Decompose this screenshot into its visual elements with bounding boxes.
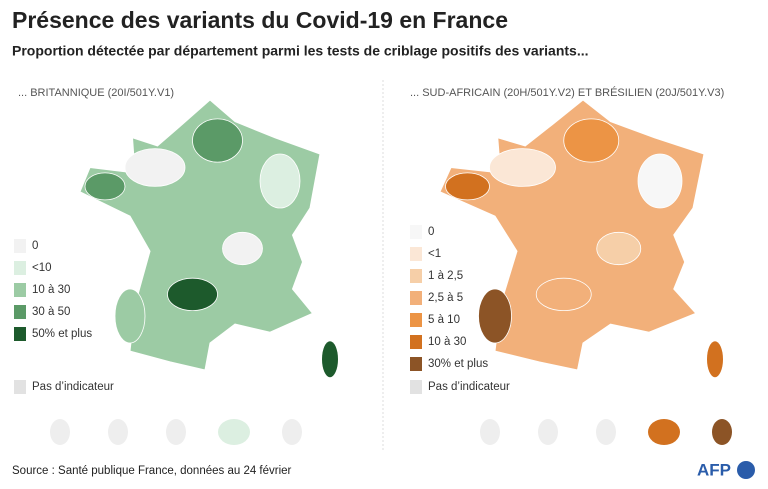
no-data-label: Pas d’indicateur: [32, 381, 114, 393]
source: Source : Santé publique France, données …: [12, 465, 292, 477]
legend-label: 5 à 10: [428, 314, 460, 326]
no-data-label: Pas d’indicateur: [428, 381, 510, 393]
legend-swatch: [14, 327, 26, 341]
legend-label: 10 à 30: [428, 336, 466, 348]
legend-swatch: [410, 335, 422, 349]
overseas-territory: [538, 419, 558, 445]
no-data-swatch: [14, 380, 26, 394]
legend-label: 1 à 2,5: [428, 270, 463, 282]
title: Présence des variants du Covid-19 en Fra…: [12, 7, 508, 33]
map-region: [84, 172, 126, 201]
overseas-territory: [218, 419, 250, 445]
map-region: [637, 153, 683, 209]
map-region: [124, 148, 186, 187]
panel-label: ... SUD-AFRICAIN (20H/501Y.V2) ET BRÉSIL…: [410, 86, 724, 99]
overseas-territory: [108, 419, 128, 445]
map-region: [563, 118, 620, 163]
map-corsica: [322, 341, 338, 378]
map-region: [478, 288, 512, 344]
map-region: [535, 277, 592, 311]
legend-swatch: [410, 291, 422, 305]
legend-label: 50% et plus: [32, 328, 92, 340]
legend-label: 0: [428, 226, 434, 238]
legend-label: 2,5 à 5: [428, 292, 463, 304]
map-region: [445, 172, 490, 201]
legend-swatch: [410, 269, 422, 283]
legend-swatch: [410, 247, 422, 261]
legend-label: <1: [428, 248, 441, 260]
legend-label: 0: [32, 240, 38, 252]
map-corsica: [707, 341, 723, 378]
legend-label: 30 à 50: [32, 306, 70, 318]
legend-label: <10: [32, 262, 52, 274]
map-region: [259, 153, 301, 209]
overseas-territory: [50, 419, 70, 445]
map-region: [596, 231, 642, 266]
overseas-territory: [282, 419, 302, 445]
overseas-territory: [596, 419, 616, 445]
overseas-territory: [480, 419, 500, 445]
legend-swatch: [410, 357, 422, 371]
legend-swatch: [410, 313, 422, 327]
logo-globe: [737, 461, 755, 479]
legend-swatch: [14, 305, 26, 319]
legend-swatch: [410, 225, 422, 239]
map-region: [192, 118, 243, 163]
legend-swatch: [14, 283, 26, 297]
legend-label: 30% et plus: [428, 358, 488, 370]
subtitle: Proportion détectée par département parm…: [12, 43, 589, 59]
map-region: [114, 288, 146, 344]
map-region: [167, 277, 218, 311]
legend-label: 10 à 30: [32, 284, 70, 296]
map-region: [222, 231, 263, 266]
no-data-swatch: [410, 380, 422, 394]
map-region: [489, 148, 556, 187]
overseas-territory: [648, 419, 680, 445]
overseas-territory: [166, 419, 186, 445]
overseas-territory: [712, 419, 732, 445]
legend-swatch: [14, 239, 26, 253]
legend-swatch: [14, 261, 26, 275]
panel-label: ... BRITANNIQUE (20I/501Y.V1): [18, 87, 174, 99]
logo: AFP: [697, 460, 731, 479]
